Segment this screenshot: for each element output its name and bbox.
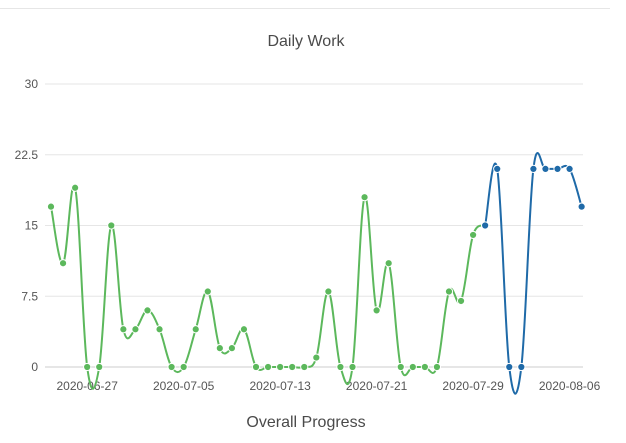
data-point[interactable] — [396, 362, 405, 372]
data-point[interactable] — [541, 164, 550, 173]
data-point[interactable] — [577, 202, 586, 211]
data-point[interactable] — [263, 362, 273, 372]
x-tick-label: 2020-07-05 — [153, 379, 215, 393]
data-point[interactable] — [95, 362, 104, 372]
top-divider — [0, 8, 610, 9]
data-point[interactable] — [336, 362, 345, 372]
data-point[interactable] — [107, 221, 116, 230]
data-point[interactable] — [58, 259, 68, 268]
data-point[interactable] — [372, 306, 381, 315]
x-axis-ticks: 2020-06-27 2020-07-05 2020-07-13 2020-07-21… — [56, 379, 600, 393]
data-point[interactable] — [251, 362, 261, 372]
data-point[interactable] — [119, 325, 128, 334]
y-tick-label: 7.5 — [21, 289, 38, 303]
data-point[interactable] — [155, 325, 164, 334]
data-point[interactable] — [324, 287, 333, 296]
y-tick-label: 0 — [31, 360, 38, 374]
data-point[interactable] — [131, 325, 140, 334]
data-point[interactable] — [420, 362, 429, 372]
x-tick-label: 2020-06-27 — [56, 379, 118, 393]
data-point[interactable] — [565, 164, 574, 173]
x-tick-label: 2020-07-13 — [249, 379, 311, 393]
data-point[interactable] — [215, 344, 224, 353]
data-point[interactable] — [239, 325, 249, 334]
data-point[interactable] — [481, 221, 490, 230]
data-point[interactable] — [143, 306, 152, 315]
data-point[interactable] — [312, 353, 321, 362]
data-point[interactable] — [553, 164, 562, 173]
chart-title: Daily Work — [267, 33, 345, 50]
series-line-1 — [484, 152, 583, 395]
data-point[interactable] — [384, 259, 393, 268]
y-axis-ticks: 0 7.5 15 22.5 30 — [15, 77, 39, 374]
data-point[interactable] — [360, 193, 369, 202]
series-layer — [46, 152, 586, 395]
data-point[interactable] — [191, 325, 200, 334]
x-tick-label: 2020-08-06 — [539, 379, 601, 393]
series-line-0 — [50, 184, 487, 390]
x-tick-label: 2020-07-21 — [346, 379, 408, 393]
data-point[interactable] — [348, 362, 357, 372]
data-point[interactable] — [227, 344, 236, 353]
data-point[interactable] — [179, 362, 188, 372]
y-tick-label: 15 — [25, 219, 39, 233]
data-point[interactable] — [469, 230, 478, 240]
data-point[interactable] — [203, 287, 212, 296]
data-point[interactable] — [444, 287, 454, 296]
footer-label: Overall Progress — [246, 414, 366, 431]
data-point[interactable] — [288, 362, 297, 372]
y-tick-label: 22.5 — [15, 148, 39, 162]
data-point[interactable] — [276, 362, 285, 372]
data-point[interactable] — [408, 362, 417, 372]
data-point[interactable] — [83, 362, 92, 372]
x-tick-label: 2020-07-29 — [442, 379, 504, 393]
data-point[interactable] — [300, 362, 309, 372]
data-point[interactable] — [432, 362, 442, 372]
data-point[interactable] — [456, 296, 466, 306]
y-tick-label: 30 — [25, 77, 39, 91]
data-point[interactable] — [529, 164, 538, 173]
grid-layer — [45, 83, 583, 368]
data-point[interactable] — [167, 362, 176, 372]
data-point[interactable] — [493, 164, 502, 173]
data-point[interactable] — [71, 183, 80, 192]
data-point[interactable] — [46, 202, 56, 211]
data-point[interactable] — [517, 362, 526, 372]
data-point[interactable] — [505, 362, 514, 372]
